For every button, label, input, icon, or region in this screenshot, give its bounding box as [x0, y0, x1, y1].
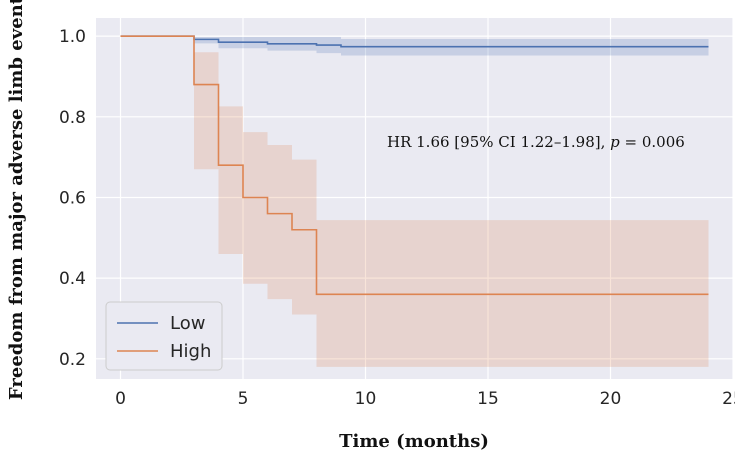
- hr-annotation-suffix: = 0.006: [620, 133, 685, 151]
- survival-line-high: [120, 35, 709, 296]
- grid-lines: [96, 18, 734, 379]
- x-tick-label: 15: [477, 389, 499, 409]
- survival-curves: [120, 35, 709, 296]
- x-axis-ticks: 0 5 10 15 20 25: [115, 389, 735, 409]
- y-axis-title: Freedom from major adverse limb event: [6, 0, 27, 400]
- x-axis-title: Time (months): [339, 431, 489, 452]
- p-value-symbol: p: [610, 133, 620, 151]
- x-tick-label: 20: [600, 389, 622, 409]
- hr-annotation: HR 1.66 [95% CI 1.22–1.98], p = 0.006: [387, 133, 685, 151]
- x-tick-label: 0: [115, 389, 126, 409]
- x-tick-label: 25: [722, 389, 735, 409]
- y-tick-label: 0.4: [59, 269, 86, 289]
- y-tick-label: 1.0: [59, 27, 86, 47]
- y-tick-label: 0.2: [59, 350, 86, 370]
- confidence-bands: [120, 36, 709, 367]
- y-axis-ticks: 0.2 0.4 0.6 0.8 1.0: [59, 27, 86, 370]
- ci-band-high: [120, 36, 709, 367]
- y-tick-label: 0.8: [59, 108, 86, 128]
- legend: Low High: [105, 301, 223, 371]
- x-tick-label: 5: [238, 389, 249, 409]
- legend-label-high: High: [170, 341, 211, 362]
- y-tick-label: 0.6: [59, 188, 86, 208]
- x-tick-label: 10: [355, 389, 377, 409]
- hr-annotation-prefix: HR 1.66 [95% CI 1.22–1.98],: [387, 133, 610, 151]
- legend-box: [105, 301, 223, 371]
- legend-label-low: Low: [170, 313, 205, 334]
- ci-band-low: [120, 36, 709, 56]
